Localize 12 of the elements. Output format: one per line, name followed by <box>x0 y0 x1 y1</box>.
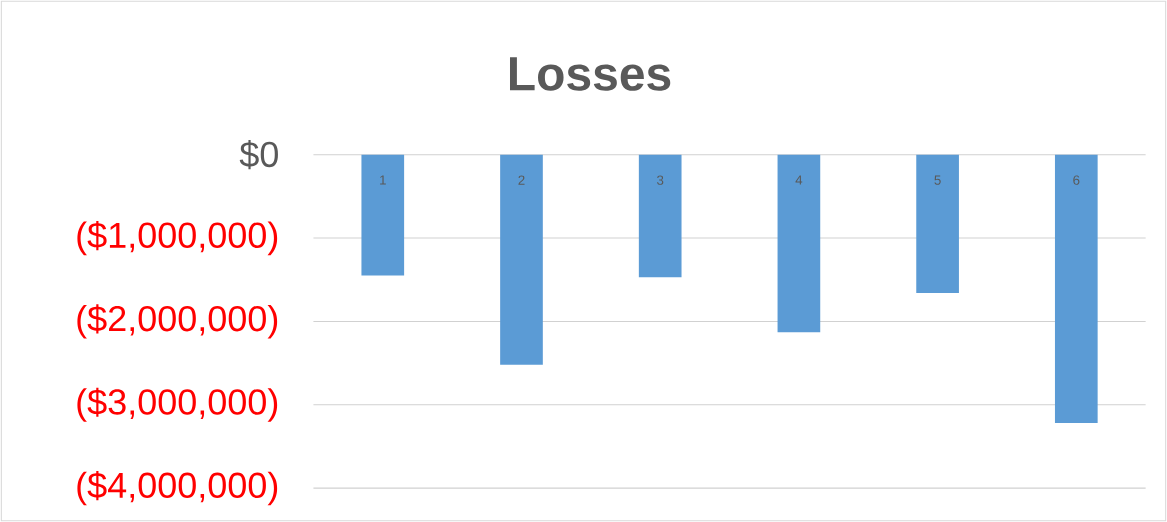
x-tick-label: 6 <box>1073 175 1080 185</box>
x-tick-label: 1 <box>380 175 386 185</box>
x-tick-label: 3 <box>656 175 664 185</box>
y-tick-label: $0 <box>239 140 278 170</box>
x-tick-label: 5 <box>934 175 941 185</box>
y-tick-label: ($2,000,000) <box>77 304 278 339</box>
y-tick-label: ($3,000,000) <box>77 387 278 422</box>
x-tick-label: 4 <box>795 175 803 185</box>
chart-title: Losses <box>510 57 671 91</box>
x-tick-label: 2 <box>518 175 525 185</box>
y-tick-label: ($1,000,000) <box>77 220 278 256</box>
y-tick-label: ($4,000,000) <box>77 471 278 506</box>
